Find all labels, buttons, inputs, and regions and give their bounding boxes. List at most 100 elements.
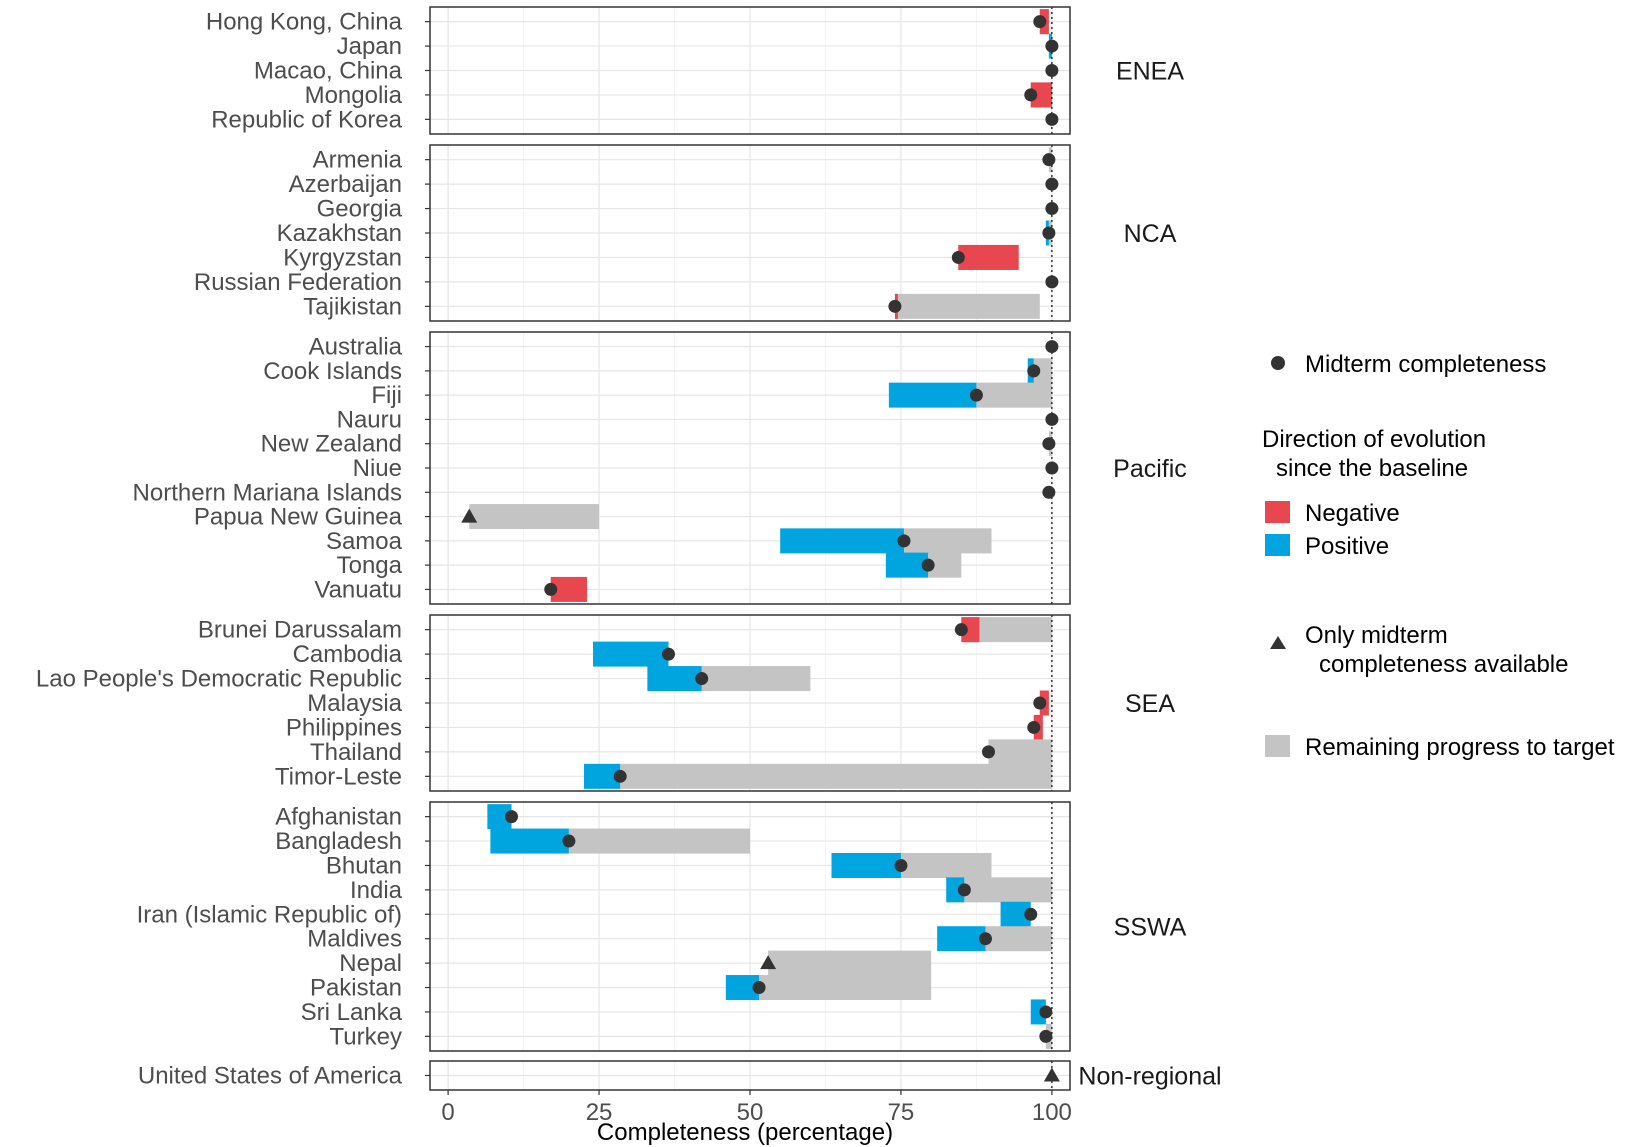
midterm-marker (544, 582, 558, 596)
positive-bar (490, 828, 569, 854)
country-label: Australia (309, 334, 403, 361)
x-tick-label: 0 (441, 1099, 454, 1126)
country-label: Samoa (326, 528, 403, 555)
midterm-marker (957, 883, 971, 897)
country-label: Thailand (310, 739, 402, 766)
facet-strip-label: SEA (1125, 690, 1175, 718)
country-label: Papua New Guinea (194, 504, 403, 531)
country-label: Georgia (317, 196, 403, 223)
country-label: Fiji (371, 382, 402, 409)
midterm-marker (888, 299, 902, 313)
country-row: Vanuatu (314, 576, 587, 603)
country-label: Azerbaijan (289, 171, 402, 198)
remaining-bar (964, 877, 1052, 903)
country-label: Cook Islands (263, 358, 402, 385)
panel-border (429, 801, 1071, 1052)
country-row: Nepal (339, 950, 932, 977)
country-row: Nauru (337, 406, 430, 433)
country-label: Brunei Darussalam (198, 617, 402, 644)
country-label: Tonga (337, 552, 403, 579)
country-row: Brunei Darussalam (198, 617, 1052, 644)
country-row: India (350, 877, 1052, 904)
midterm-marker (1045, 461, 1059, 475)
midterm-marker (1033, 696, 1047, 710)
country-row: Russian Federation (194, 269, 430, 296)
x-axis-title: Completeness (percentage) (597, 1119, 893, 1146)
panel-border (429, 614, 1071, 792)
midterm-marker (1045, 202, 1059, 216)
midterm-marker (695, 672, 709, 686)
midterm-marker (505, 810, 519, 824)
country-row: Fiji (371, 382, 1052, 409)
midterm-marker (897, 534, 911, 548)
midterm-marker (951, 250, 965, 264)
legend-midterm-dot (1271, 356, 1285, 370)
country-label: Afghanistan (275, 804, 402, 831)
midterm-marker (954, 623, 968, 637)
panel-border (429, 144, 1071, 322)
country-label: Vanuatu (314, 576, 402, 603)
country-row: Azerbaijan (289, 171, 430, 198)
facet-strip-label: Pacific (1113, 455, 1187, 483)
country-label: Iran (Islamic Republic of) (137, 901, 402, 928)
midterm-marker (1045, 112, 1059, 126)
country-row: Republic of Korea (211, 106, 430, 133)
legend-positive-label: Positive (1305, 533, 1389, 560)
midterm-marker (562, 834, 576, 848)
remaining-bar (759, 975, 932, 1001)
midterm-marker (1045, 412, 1059, 426)
country-label: Japan (337, 33, 402, 60)
country-label: Timor-Leste (275, 763, 402, 790)
facet-panel: ArmeniaAzerbaijanGeorgiaKazakhstanKyrgyz… (194, 144, 1177, 322)
legend-direction-title: Direction of evolution (1262, 426, 1486, 453)
country-row: Timor-Leste (275, 763, 1052, 790)
country-row: Northern Mariana Islands (133, 479, 430, 506)
country-row: New Zealand (261, 431, 1052, 458)
country-label: Nauru (337, 406, 402, 433)
country-label: United States of America (138, 1063, 403, 1090)
midterm-marker (1039, 1005, 1053, 1019)
midterm-marker (1045, 39, 1059, 53)
midterm-marker (1045, 275, 1059, 289)
x-tick-label: 100 (1032, 1099, 1072, 1126)
facet-strip-label: SSWA (1114, 914, 1187, 942)
positive-bar (1030, 999, 1046, 1025)
positive-bar (831, 852, 901, 878)
positive-bar (946, 877, 965, 903)
remaining-bar (620, 763, 1052, 789)
panel-border (429, 6, 1071, 135)
remaining-bar (976, 382, 1052, 408)
midterm-marker (1027, 364, 1041, 378)
positive-bar (888, 382, 977, 408)
country-row: Georgia (317, 196, 430, 223)
midterm-marker (613, 769, 627, 783)
midterm-marker (1039, 1029, 1053, 1043)
midterm-marker (752, 981, 766, 995)
legend-only-midterm-label-1: Only midterm (1305, 622, 1448, 649)
country-row: Thailand (310, 739, 1052, 766)
country-row: Kyrgyzstan (283, 244, 1019, 271)
midterm-marker (1045, 177, 1059, 191)
legend-negative-swatch (1265, 501, 1290, 523)
positive-bar (593, 641, 669, 667)
legend-negative-label: Negative (1305, 500, 1400, 527)
legend-only-midterm-label-2: completeness available (1319, 651, 1568, 678)
country-row: Cambodia (293, 641, 669, 668)
negative-bar (1030, 82, 1052, 108)
remaining-bar (900, 852, 992, 878)
midterm-marker (1024, 907, 1038, 921)
country-label: Pakistan (310, 975, 402, 1002)
facet-strip-label: Non-regional (1078, 1063, 1221, 1091)
country-row: United States of America (138, 1063, 430, 1090)
midterm-marker (1042, 437, 1056, 451)
midterm-marker (1024, 88, 1038, 102)
country-label: Hong Kong, China (206, 9, 403, 36)
country-row: Mongolia (305, 82, 1052, 109)
country-row: Tonga (337, 552, 962, 579)
midterm-marker (978, 932, 992, 946)
country-label: Turkey (330, 1023, 402, 1050)
